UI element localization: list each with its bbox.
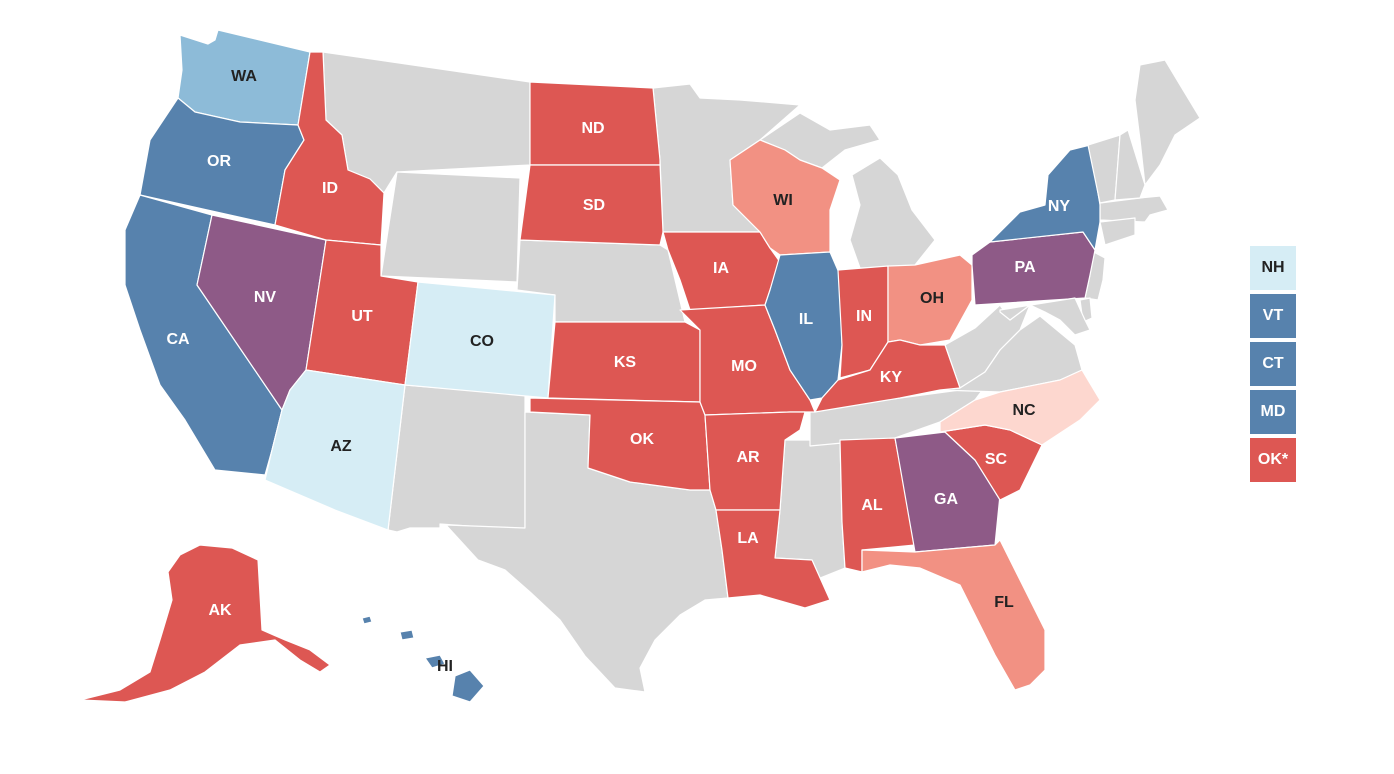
legend-item-md[interactable]: MD <box>1250 390 1296 434</box>
state-WA[interactable] <box>177 29 311 126</box>
state-ND[interactable] <box>529 81 661 166</box>
state-WI[interactable] <box>729 139 841 256</box>
state-ID[interactable] <box>274 51 385 246</box>
state-NY[interactable] <box>989 144 1101 251</box>
state-NH[interactable] <box>1114 129 1146 201</box>
state-ME[interactable] <box>1134 59 1201 186</box>
legend-label: NH <box>1261 259 1285 276</box>
state-IA[interactable] <box>662 231 781 311</box>
state-WY[interactable] <box>380 171 521 283</box>
state-CO[interactable] <box>404 281 556 399</box>
state-CT[interactable] <box>1099 217 1136 246</box>
state-KS[interactable] <box>547 321 701 403</box>
legend-label: CT <box>1262 355 1284 372</box>
state-LA[interactable] <box>715 509 831 609</box>
state-FL[interactable] <box>861 539 1046 691</box>
legend-item-nh[interactable]: NH <box>1250 246 1296 290</box>
state-AR[interactable] <box>704 411 806 511</box>
state-PA[interactable] <box>971 231 1096 306</box>
state-MI-LP[interactable] <box>849 157 936 269</box>
state-MA[interactable] <box>1099 195 1169 223</box>
state-KY[interactable] <box>814 339 961 413</box>
state-AK[interactable] <box>79 544 331 703</box>
legend-label: OK* <box>1257 451 1289 468</box>
legend-label: MD <box>1260 403 1286 420</box>
legend-item-ok[interactable]: OK* <box>1250 438 1296 482</box>
state-AZ[interactable] <box>264 369 406 531</box>
legend-label: VT <box>1262 307 1284 324</box>
legend-item-ct[interactable]: CT <box>1250 342 1296 386</box>
state-NM[interactable] <box>387 384 526 533</box>
legend-item-vt[interactable]: VT <box>1250 294 1296 338</box>
state-OH[interactable] <box>887 254 973 346</box>
state-NC[interactable] <box>939 369 1101 446</box>
state-MD[interactable] <box>999 297 1091 336</box>
state-MS[interactable] <box>774 439 846 579</box>
state-SD[interactable] <box>519 164 664 246</box>
state-HI[interactable] <box>361 615 485 703</box>
small-state-legend: NH VT CT MD OK* <box>1250 246 1296 486</box>
